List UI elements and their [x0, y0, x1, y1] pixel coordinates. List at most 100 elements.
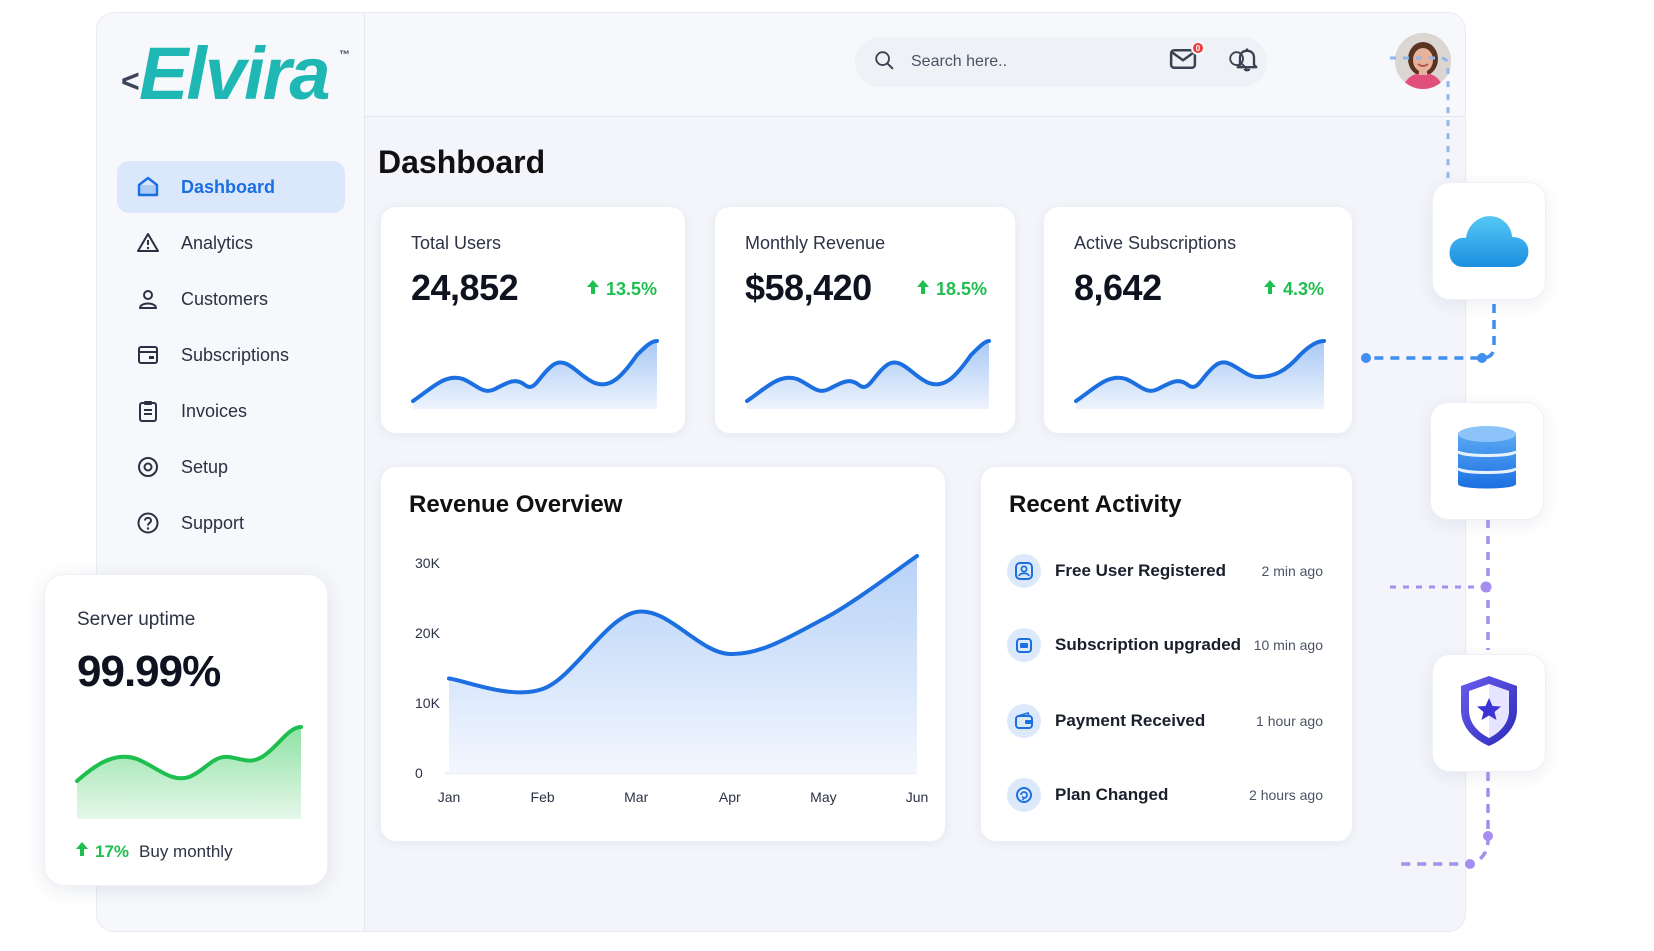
- sparkline-total-users: [411, 339, 659, 409]
- stat-card-total-users: Total Users 24,852 13.5%: [380, 206, 686, 434]
- refresh-icon: [1007, 778, 1041, 812]
- arrow-up-icon: [916, 279, 930, 300]
- stat-label: Active Subscriptions: [1074, 233, 1237, 253]
- shield-icon: [1457, 674, 1521, 753]
- x-tick-label: May: [810, 789, 836, 805]
- stat-label: Monthly Revenue: [745, 233, 886, 253]
- sidebar-item-invoices[interactable]: Invoices: [117, 385, 345, 437]
- bell-icon: [1233, 45, 1261, 78]
- activity-item[interactable]: Subscription upgraded 10 min ago: [1007, 625, 1323, 665]
- user-icon: [135, 286, 161, 312]
- server-uptime-card: Server uptime 99.99% 17% Buy monthly: [44, 574, 328, 886]
- home-icon: [135, 174, 161, 200]
- activity-label: Payment Received: [1055, 711, 1206, 730]
- security-tile: [1432, 654, 1546, 772]
- help-icon: [135, 510, 161, 536]
- revenue-overview-card: Revenue Overview 0 10K 20K 30K Jan Feb Mar Apr M…: [380, 466, 946, 842]
- sparkline-active-subscriptions: [1074, 339, 1326, 409]
- recent-activity-title: Recent Activity: [1009, 491, 1182, 518]
- top-bar: Search here.. 0: [365, 13, 1465, 117]
- activity-label: Free User Registered: [1055, 561, 1227, 580]
- stat-change-value: 18.5%: [935, 279, 987, 299]
- stat-card-active-subscriptions: Active Subscriptions 8,642 4.3%: [1043, 206, 1353, 434]
- activity-time: 1 hour ago: [1256, 713, 1323, 729]
- y-tick-label: 30K: [415, 555, 441, 571]
- stat-value: $58,420: [745, 267, 872, 308]
- stat-card-monthly-revenue: Monthly Revenue $58,420 18.5%: [714, 206, 1016, 434]
- mail-button[interactable]: 0: [1165, 41, 1205, 79]
- mail-badge: 0: [1191, 41, 1205, 55]
- logo-wordmark: Elvira: [139, 32, 331, 115]
- logo-trademark: ™: [339, 49, 350, 61]
- arrow-up-icon: [75, 841, 89, 862]
- user-avatar[interactable]: [1395, 33, 1451, 89]
- uptime-note: Buy monthly: [139, 841, 233, 861]
- sidebar-item-setup[interactable]: Setup: [117, 441, 345, 493]
- mail-icon: [1168, 44, 1198, 79]
- database-tile: [1430, 402, 1544, 520]
- sidebar-nav: Dashboard Analytics Customers Subscripti…: [117, 161, 345, 553]
- recent-activity-card: Recent Activity Free User Registered 2 m…: [980, 466, 1353, 842]
- x-tick-label: Mar: [624, 789, 648, 805]
- sparkline-monthly-revenue: [745, 339, 991, 409]
- sidebar-item-customers[interactable]: Customers: [117, 273, 345, 325]
- y-tick-label: 20K: [415, 625, 441, 641]
- activity-item[interactable]: Payment Received 1 hour ago: [1007, 701, 1323, 741]
- database-icon: [1456, 424, 1518, 499]
- x-tick-label: Feb: [531, 789, 555, 805]
- brand-logo[interactable]: < Elvira ™: [121, 37, 351, 119]
- activity-time: 10 min ago: [1253, 637, 1323, 653]
- x-tick-label: Jun: [906, 789, 929, 805]
- sidebar-item-dashboard[interactable]: Dashboard: [117, 161, 345, 213]
- activity-time: 2 hours ago: [1249, 787, 1323, 803]
- x-tick-label: Apr: [719, 789, 741, 805]
- sidebar-item-analytics[interactable]: Analytics: [117, 217, 345, 269]
- notifications-button[interactable]: [1229, 43, 1265, 79]
- activity-label: Subscription upgraded: [1055, 635, 1242, 654]
- uptime-footer: 17% Buy monthly: [75, 841, 233, 862]
- sidebar-item-label: Subscriptions: [181, 344, 290, 365]
- page-title: Dashboard: [378, 144, 546, 180]
- uptime-change: 17%: [95, 841, 130, 861]
- revenue-area: [449, 556, 917, 773]
- revenue-overview-title: Revenue Overview: [409, 491, 623, 518]
- arrow-up-icon: [586, 279, 600, 300]
- activity-time: 2 min ago: [1261, 563, 1323, 579]
- stat-label: Total Users: [411, 233, 502, 253]
- sidebar-item-label: Support: [181, 512, 245, 533]
- stat-change: 13.5%: [586, 279, 657, 300]
- revenue-line: [447, 554, 919, 695]
- uptime-label: Server uptime: [77, 609, 196, 630]
- x-tick-label: Jan: [438, 789, 461, 805]
- user-badge-icon: [1007, 554, 1041, 588]
- upgrade-icon: [1007, 628, 1041, 662]
- stat-value: 8,642: [1074, 267, 1162, 308]
- clipboard-icon: [135, 398, 161, 424]
- warning-triangle-icon: [135, 230, 161, 256]
- logo-chevron: <: [121, 63, 140, 99]
- wallet-icon: [1007, 704, 1041, 738]
- sidebar-item-label: Invoices: [181, 400, 248, 421]
- y-tick-label: 10K: [415, 695, 441, 711]
- sidebar-item-subscriptions[interactable]: Subscriptions: [117, 329, 345, 381]
- activity-label: Plan Changed: [1055, 785, 1169, 804]
- revenue-chart: 0 10K 20K 30K Jan Feb Mar Apr May Jun: [415, 554, 929, 805]
- stat-value: 24,852: [411, 267, 519, 308]
- sidebar-item-label: Dashboard: [181, 176, 276, 197]
- activity-item[interactable]: Free User Registered 2 min ago: [1007, 551, 1323, 591]
- sidebar-item-label: Customers: [181, 288, 269, 309]
- uptime-value: 99.99%: [77, 647, 221, 696]
- sidebar-item-support[interactable]: Support: [117, 497, 345, 549]
- sidebar-item-label: Setup: [181, 456, 229, 477]
- stat-change-value: 13.5%: [605, 279, 657, 299]
- search-input[interactable]: Search here..: [911, 53, 1008, 70]
- card-icon: [135, 342, 161, 368]
- stat-change-value: 4.3%: [1282, 279, 1324, 299]
- search-bar[interactable]: Search here..: [855, 37, 1267, 87]
- cloud-tile: [1432, 182, 1546, 300]
- y-tick-label: 0: [415, 765, 423, 781]
- activity-item[interactable]: Plan Changed 2 hours ago: [1007, 775, 1323, 815]
- uptime-sparkline: [75, 725, 303, 819]
- stat-change: 18.5%: [916, 279, 987, 300]
- stat-change: 4.3%: [1263, 279, 1324, 300]
